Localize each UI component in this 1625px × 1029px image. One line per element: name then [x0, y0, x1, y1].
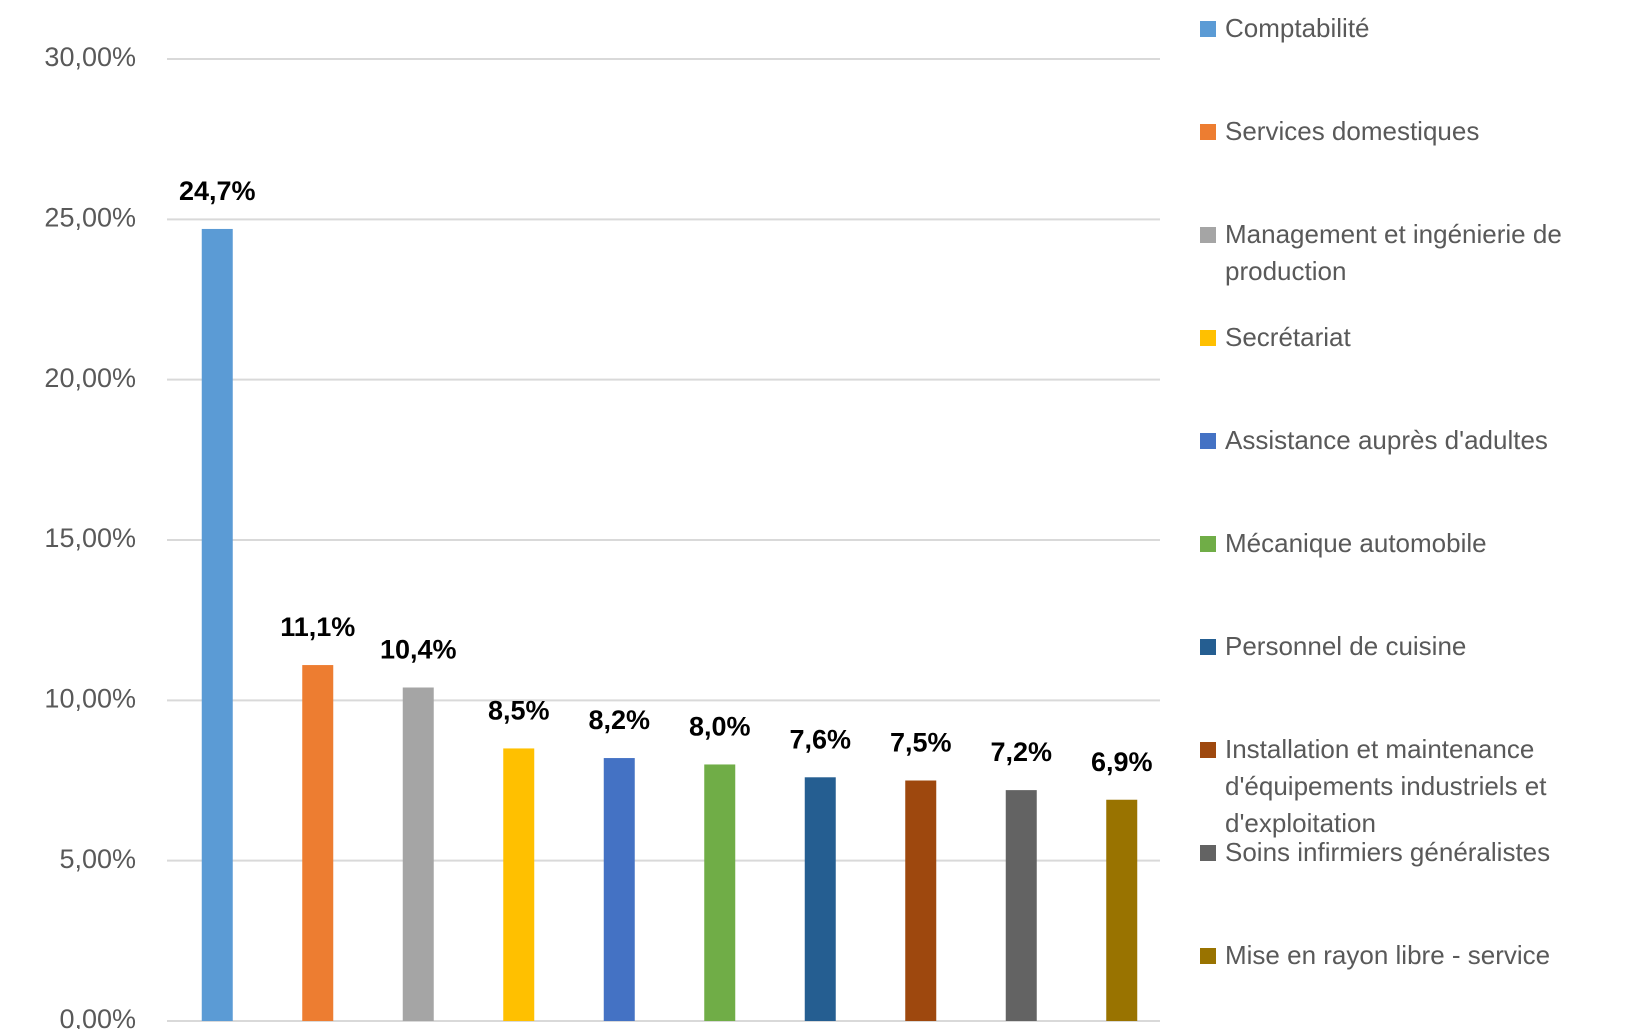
legend-entry: Mise en rayon libre - service — [1200, 937, 1600, 974]
bar — [302, 665, 334, 1021]
legend-swatch — [1200, 227, 1216, 243]
legend-label: Mécanique automobile — [1225, 528, 1487, 558]
value-label: 24,7% — [179, 176, 256, 206]
legend-swatch — [1200, 742, 1216, 758]
value-label: 7,6% — [789, 724, 851, 754]
legend-label: Assistance auprès d'adultes — [1225, 425, 1548, 455]
legend-entry: Secrétariat — [1200, 319, 1600, 356]
legend-label: Soins infirmiers généralistes — [1225, 837, 1551, 867]
y-tick-label: 25,00% — [44, 202, 136, 232]
bar — [201, 228, 233, 1021]
y-tick-label: 15,00% — [44, 523, 136, 553]
bar — [704, 764, 736, 1021]
legend-swatch — [1200, 330, 1216, 346]
y-tick-label: 10,00% — [44, 683, 136, 713]
value-label: 10,4% — [380, 635, 457, 665]
value-label: 8,0% — [689, 712, 751, 742]
legend-entry: Comptabilité — [1200, 10, 1600, 47]
legend-label: Secrétariat — [1225, 322, 1351, 352]
legend-swatch — [1200, 536, 1216, 552]
bar — [503, 748, 535, 1021]
legend-entry: Personnel de cuisine — [1200, 628, 1600, 665]
legend-swatch — [1200, 433, 1216, 449]
legend-swatch — [1200, 124, 1216, 140]
value-label: 7,2% — [990, 737, 1052, 767]
value-label: 6,9% — [1091, 747, 1153, 777]
bar — [905, 780, 937, 1021]
value-label: 11,1% — [280, 612, 355, 642]
legend-label: Installation et maintenance d'équipement… — [1225, 734, 1547, 838]
legend-swatch — [1200, 948, 1216, 964]
legend-swatch — [1200, 845, 1216, 861]
y-tick-label: 30,00% — [44, 42, 136, 72]
bar — [1106, 799, 1138, 1021]
value-label: 7,5% — [890, 728, 952, 758]
legend-entry: Management et ingénierie de production — [1200, 216, 1600, 290]
legend-entry: Assistance auprès d'adultes — [1200, 422, 1600, 459]
legend-entry: Services domestiques — [1200, 113, 1600, 150]
legend-entry: Installation et maintenance d'équipement… — [1200, 731, 1600, 842]
legend-label: Management et ingénierie de production — [1225, 219, 1562, 286]
legend-label: Mise en rayon libre - service — [1225, 940, 1551, 970]
legend-label: Personnel de cuisine — [1225, 631, 1467, 661]
y-tick-label: 0,00% — [59, 1004, 136, 1029]
bar — [603, 758, 635, 1021]
chart: 0,00% 5,00% 10,00% 15,00% 20,00% 25,00% 30,00%… — [44, 42, 1160, 1029]
legend-label: Comptabilité — [1225, 13, 1370, 43]
y-tick-label: 5,00% — [59, 844, 136, 874]
legend-swatch — [1200, 639, 1216, 655]
bar — [804, 777, 836, 1021]
bar — [402, 687, 434, 1021]
legend-swatch — [1200, 21, 1216, 37]
legend-entry: Mécanique automobile — [1200, 525, 1600, 562]
bar — [1005, 790, 1037, 1021]
legend-entry: Soins infirmiers généralistes — [1200, 834, 1600, 871]
value-label: 8,5% — [488, 696, 550, 726]
y-tick-label: 20,00% — [44, 363, 136, 393]
legend-label: Services domestiques — [1225, 116, 1480, 146]
value-label: 8,2% — [588, 705, 650, 735]
